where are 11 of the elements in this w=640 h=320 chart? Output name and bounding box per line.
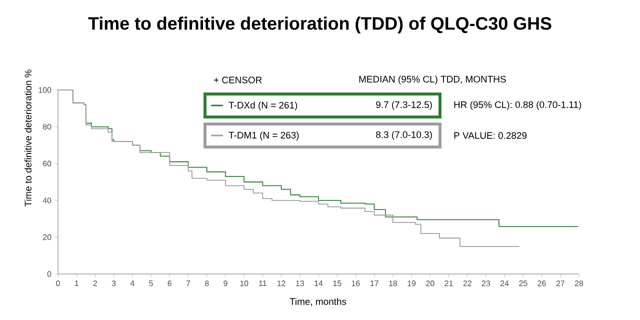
text: + CENSOR (214, 76, 262, 84)
text: MEDIAN (95% CL) TDD, MONTHS (359, 76, 506, 84)
legend-label: T-DM1 (N = 263) (228, 132, 299, 140)
annotation: P VALUE: 0.2829 (454, 132, 527, 139)
annotation: HR (95% CL): 0.88 (0.70-1.11) (454, 101, 582, 110)
x-axis-title: Time, months (290, 298, 346, 306)
y-axis-title: Time to definitive deterioration % (24, 70, 32, 207)
annotation: 8.3 (7.0-10.3) (376, 131, 432, 140)
annotation: 9.7 (7.3-12.5) (376, 101, 432, 110)
legend-label: T-DXd (N = 261) (228, 102, 298, 110)
chart-title: Time to definitive deterioration (TDD) of QLQ-C30 GHS (88, 16, 552, 34)
